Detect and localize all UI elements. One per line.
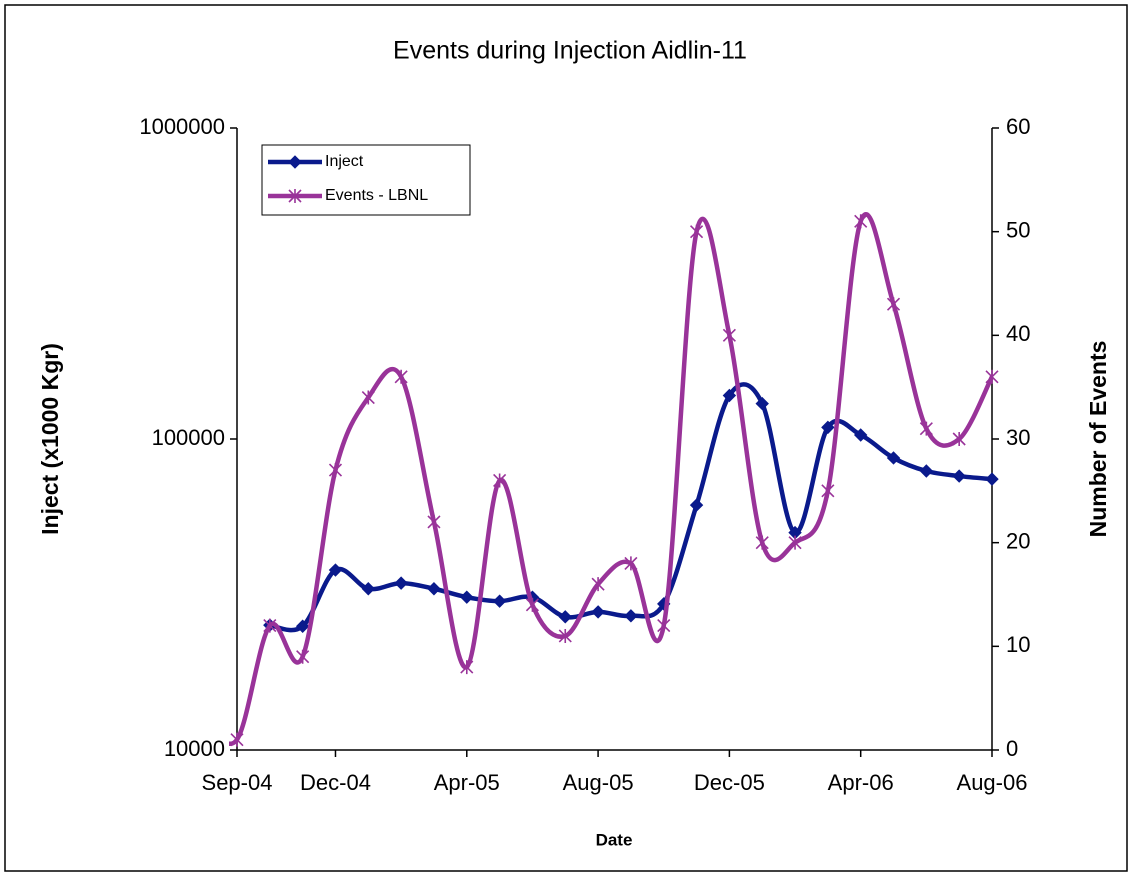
marker	[558, 610, 572, 624]
y-tick-label: 1000000	[139, 114, 225, 139]
x-tick-label: Dec-05	[694, 770, 765, 795]
chart-border	[4, 4, 1128, 872]
x-tick-label: Aug-05	[563, 770, 634, 795]
y2-tick-label: 50	[1006, 217, 1030, 242]
y-axis-title: Inject (x1000 Kgr)	[37, 343, 63, 535]
marker	[853, 428, 868, 442]
legend-box	[261, 144, 471, 216]
marker	[952, 432, 966, 446]
marker	[263, 618, 277, 633]
marker	[985, 369, 999, 384]
x-tick-label: Apr-05	[434, 770, 500, 795]
x-tick-label: Apr-06	[828, 770, 894, 795]
marker	[854, 214, 868, 229]
marker	[624, 609, 638, 623]
y-tick-label: 100000	[152, 425, 225, 450]
marker	[230, 732, 244, 747]
marker	[657, 618, 671, 633]
marker	[296, 649, 310, 664]
marker	[394, 576, 408, 590]
marker	[689, 498, 704, 512]
marker	[493, 473, 507, 488]
marker	[361, 390, 375, 405]
marker	[722, 328, 736, 343]
series-line	[229, 211, 995, 746]
marker	[460, 660, 474, 675]
y2-axis-title: Number of Events	[1085, 341, 1111, 538]
marker	[328, 563, 343, 577]
marker	[985, 472, 999, 486]
y2-tick-label: 20	[1006, 528, 1030, 553]
marker	[919, 421, 933, 436]
marker	[525, 597, 540, 612]
marker	[886, 451, 901, 465]
marker	[821, 420, 835, 435]
marker	[288, 155, 302, 169]
marker	[427, 514, 441, 529]
marker	[394, 369, 408, 384]
marker	[788, 535, 802, 550]
marker	[624, 556, 638, 571]
marker	[886, 297, 901, 312]
y2-tick-label: 60	[1006, 114, 1030, 139]
marker	[492, 594, 507, 608]
legend-label: Inject	[325, 153, 364, 170]
marker	[755, 535, 769, 550]
plot-area	[229, 211, 999, 747]
marker	[460, 590, 474, 604]
marker	[591, 577, 605, 592]
legend-label: Events - LBNL	[325, 187, 428, 204]
marker	[427, 582, 441, 596]
y2-tick-label: 30	[1006, 425, 1030, 450]
marker	[952, 469, 966, 483]
y2-tick-label: 40	[1006, 321, 1030, 346]
marker	[919, 464, 934, 478]
y-tick-label: 10000	[164, 736, 225, 761]
marker	[361, 582, 376, 596]
y2-tick-label: 10	[1006, 632, 1030, 657]
marker	[821, 483, 835, 498]
x-tick-label: Aug-06	[957, 770, 1028, 795]
marker	[755, 396, 769, 411]
marker	[295, 619, 310, 633]
marker	[722, 388, 737, 403]
y2-tick-label: 0	[1006, 736, 1018, 761]
marker	[288, 189, 302, 203]
x-axis-title: Date	[596, 830, 633, 849]
marker	[558, 628, 572, 643]
x-tick-label: Dec-04	[300, 770, 371, 795]
x-tick-label: Sep-04	[202, 770, 273, 795]
marker	[689, 224, 704, 239]
chart-title: Events during Injection Aidlin-11	[393, 37, 747, 65]
marker	[328, 463, 343, 478]
marker	[591, 605, 605, 619]
legend: Inject Events - LBNL	[261, 144, 471, 216]
